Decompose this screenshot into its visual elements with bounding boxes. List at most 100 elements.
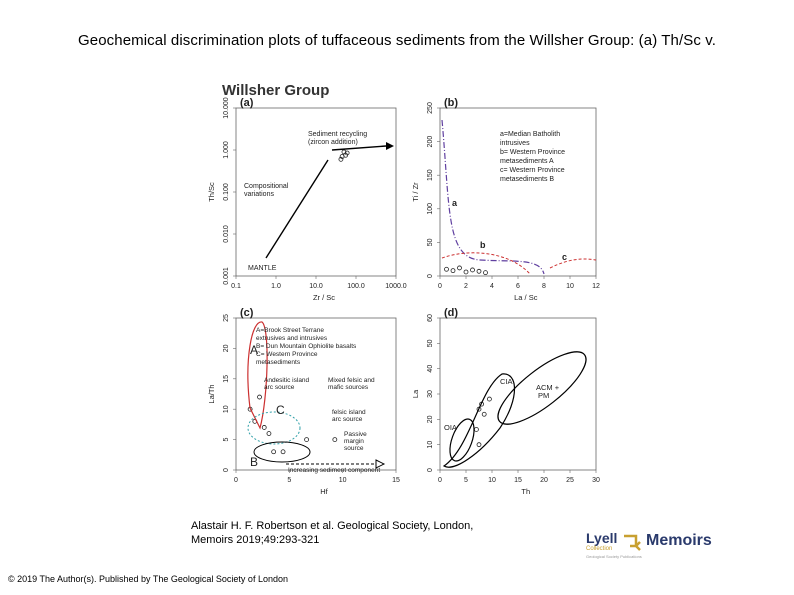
annotation: source xyxy=(344,445,364,452)
field-c-outline xyxy=(247,411,301,445)
y-tick-label: 100 xyxy=(427,203,434,215)
legend-entry: metasediments A xyxy=(500,158,554,165)
y-tick-label: 1.000 xyxy=(223,141,230,159)
plot-frame xyxy=(235,317,397,471)
x-tick-label: 15 xyxy=(514,477,522,484)
y-tick-label: 150 xyxy=(427,169,434,181)
citation-line-2: Memoirs 2019;49:293-321 xyxy=(191,534,320,546)
annotation: felsic island xyxy=(332,409,366,416)
legend-entry: C= Western Province xyxy=(256,351,318,358)
field-acm-outline xyxy=(497,351,587,425)
panel-d: (d) 0 5 10 15 20 25 30 0 10 20 30 40 50 60 Th La CIA ACM +… xyxy=(411,307,600,496)
lyell-memoirs-logo[interactable]: Lyell Collection Geological Society Publ… xyxy=(586,528,716,562)
y-tick-label: 20 xyxy=(427,415,434,423)
y-tick-label: 50 xyxy=(427,238,434,246)
y-tick-label: 200 xyxy=(427,136,434,148)
x-tick-label: 6 xyxy=(516,283,520,290)
logo-memoirs-text: Memoirs xyxy=(646,532,712,549)
y-axis-label: La xyxy=(411,389,420,398)
x-tick-label: 10 xyxy=(488,477,496,484)
field-label-a: A xyxy=(250,343,258,357)
plot-frame xyxy=(439,317,597,471)
figure-heading: Willsher Group xyxy=(222,82,330,99)
region-label-c: c xyxy=(562,252,567,262)
x-axis-label: La / Sc xyxy=(514,293,538,302)
field-label-oia: OIA xyxy=(444,423,457,432)
x-tick-label: 20 xyxy=(540,477,548,484)
legend-entry: extrusives and intrusives xyxy=(256,335,328,342)
legend-entry: A=Brook Street Terrane xyxy=(256,327,324,334)
data-point xyxy=(338,156,344,162)
annotation: margin xyxy=(344,438,364,445)
envelope-c xyxy=(549,258,597,269)
panel-c: (c) 0 5 10 15 0 5 10 15 20 25 Hf La/Th A B C Andesitic i… xyxy=(207,307,400,496)
annotation: arc source xyxy=(264,384,295,391)
citation: Alastair H. F. Robertson et al. Geologic… xyxy=(191,519,473,547)
legend-entry: metasediments B xyxy=(500,176,554,183)
x-tick-label: 15 xyxy=(392,477,400,484)
envelope-a xyxy=(441,119,545,275)
legend-entry: a=Median Batholith xyxy=(500,131,560,138)
panel-label: (c) xyxy=(240,307,254,319)
legend-entry: b= Western Province xyxy=(500,149,565,156)
y-axis-label: La/Th xyxy=(207,384,216,403)
x-tick-label: 1.0 xyxy=(271,283,281,290)
data-point xyxy=(304,437,309,443)
x-tick-label: 4 xyxy=(490,283,494,290)
annotation: Sediment recycling xyxy=(308,131,367,138)
data-point xyxy=(344,150,350,156)
data-point xyxy=(261,425,267,430)
x-tick-label: 12 xyxy=(592,283,600,290)
x-tick-label: 10.0 xyxy=(309,283,323,290)
panel-label: (b) xyxy=(444,97,458,109)
arrow-head-icon xyxy=(386,142,394,150)
y-tick-label: 50 xyxy=(427,339,434,347)
data-point xyxy=(486,396,492,402)
copyright-footer: © 2019 The Author(s). Published by The G… xyxy=(8,574,288,584)
annotation: variations xyxy=(244,191,274,198)
y-tick-label: 0.010 xyxy=(223,225,230,243)
region-label-a: a xyxy=(452,198,458,208)
envelope-b xyxy=(441,252,531,275)
field-label-c: C xyxy=(276,403,285,417)
y-tick-label: 15 xyxy=(223,375,230,383)
data-point xyxy=(470,267,475,273)
data-point xyxy=(444,266,449,272)
logo-lyell-text: Lyell xyxy=(586,530,618,546)
panel-b: (b) 0 2 4 6 8 10 12 0 50 100 150 200 250 La / Sc Ti / Z… xyxy=(411,97,600,302)
annotation: arc source xyxy=(332,416,363,423)
figure: Willsher Group (a) 0.1 1.0 10.0 100.0 1000.0 0… xyxy=(196,80,606,500)
field-label-b: B xyxy=(250,455,258,469)
x-tick-label: 5 xyxy=(287,477,291,484)
annotation: Compositional xyxy=(244,183,289,190)
panel-label: (a) xyxy=(240,97,254,109)
legend-entry: B= Dun Mountain Ophiolite basalts xyxy=(256,343,357,350)
y-tick-label: 10.000 xyxy=(223,97,230,119)
y-tick-label: 10 xyxy=(427,441,434,449)
y-tick-label: 0 xyxy=(427,468,434,472)
data-point xyxy=(280,449,286,455)
y-tick-label: 40 xyxy=(427,365,434,373)
x-tick-label: 2 xyxy=(464,283,468,290)
data-point xyxy=(481,411,487,417)
y-axis-label: Ti / Zr xyxy=(411,182,420,202)
data-point xyxy=(271,449,277,455)
annotation: MANTLE xyxy=(248,265,277,272)
annotation: Increasing sediment component xyxy=(288,467,380,474)
x-axis-label: Th xyxy=(521,487,530,496)
y-tick-label: 0.100 xyxy=(223,183,230,201)
recycling-arrow xyxy=(331,145,387,151)
annotation: Mixed felsic and xyxy=(328,377,375,384)
figure-panels: (a) 0.1 1.0 10.0 100.0 1000.0 0.001 0.010 0.100 1… xyxy=(207,97,600,496)
annotation: (zircon addition) xyxy=(308,139,358,146)
data-point xyxy=(463,269,469,275)
legend-entry: metasediments xyxy=(256,359,301,366)
x-tick-label: 30 xyxy=(592,477,600,484)
data-point xyxy=(257,394,262,400)
field-oia-outline xyxy=(449,418,475,462)
y-tick-label: 250 xyxy=(427,102,434,114)
logo-arrow-icon xyxy=(624,534,641,551)
x-tick-label: 10 xyxy=(566,283,574,290)
x-tick-label: 5 xyxy=(464,477,468,484)
data-point xyxy=(457,265,462,271)
